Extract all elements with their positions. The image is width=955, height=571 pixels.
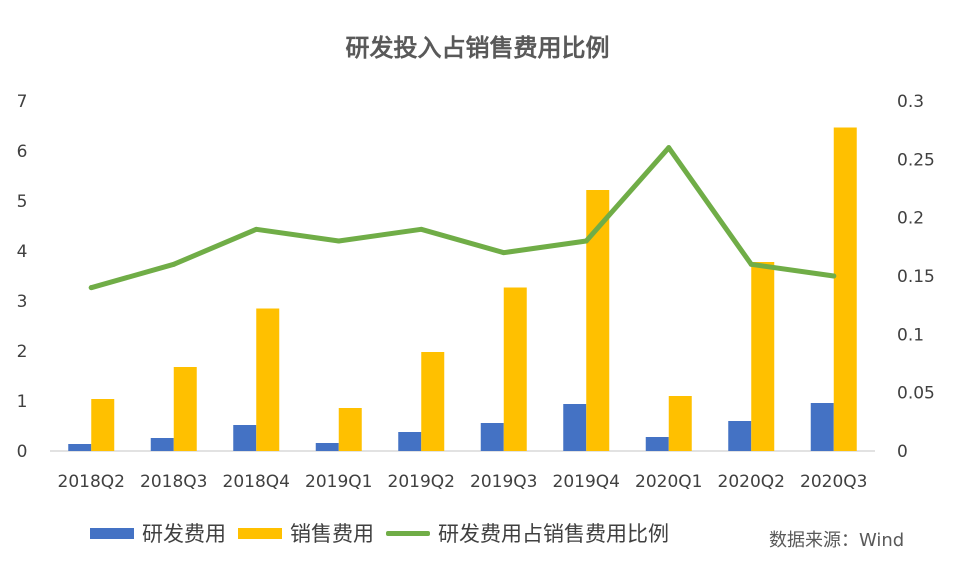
bar-rd [728,421,752,451]
ratio-point [171,261,177,267]
legend-label-sales: 销售费用 [290,522,374,546]
y-left-tick-label: 1 [17,392,28,412]
y-right-tick-label: 0.3 [897,92,924,112]
ratio-point [253,226,259,232]
bar-sales [833,127,857,451]
legend-label-ratio: 研发费用占销售费用比例 [438,522,669,546]
y-right-tick-label: 0.1 [897,325,924,345]
y-right-tick-label: 0.25 [897,150,935,170]
x-tick-label: 2019Q1 [305,472,372,492]
y-left-tick-label: 2 [17,342,28,362]
bar-rd [315,443,339,451]
bar-rd [480,423,504,451]
legend-swatch-sales [238,527,282,539]
y-right-tick-label: 0.2 [897,209,924,229]
bar-sales [668,396,692,451]
ratio-point [583,238,589,244]
bar-sales [338,408,362,451]
bar-rd [398,432,422,451]
y-right-tick-label: 0 [897,442,908,462]
source-note: 数据来源：Wind [769,530,905,551]
bar-sales [256,308,280,451]
y-left-tick-label: 5 [17,192,28,212]
bar-sales [421,352,445,451]
bar-rd [810,403,834,451]
y-left-tick-label: 0 [17,442,28,462]
ratio-point [831,273,837,279]
chart-title: 研发投入占销售费用比例 [345,34,610,62]
bar-sales [173,367,197,451]
legend-swatch-ratio [386,530,430,536]
x-tick-label: 2020Q1 [635,472,702,492]
x-tick-label: 2020Q2 [718,472,785,492]
legend-item-sales: 销售费用 [238,518,374,548]
legend-swatch-rd [90,527,134,539]
bar-sales [586,190,610,451]
ratio-point [418,226,424,232]
bar-rd [68,444,92,451]
y-left-tick-label: 3 [17,292,28,312]
ratio-point [748,261,754,267]
bar-sales [503,287,527,451]
x-tick-label: 2019Q2 [388,472,455,492]
bar-rd [563,404,587,451]
legend-item-ratio: 研发费用占销售费用比例 [386,518,669,548]
ratio-point [666,145,672,151]
x-tick-label: 2018Q3 [140,472,207,492]
y-left-tick-label: 7 [17,92,28,112]
bar-rd [233,425,257,451]
ratio-line [88,145,837,291]
ratio-point [501,250,507,256]
x-tick-label: 2020Q3 [800,472,867,492]
x-tick-label: 2018Q2 [58,472,125,492]
bar-sales [751,262,775,451]
legend: 研发费用 销售费用 研发费用占销售费用比例 [90,518,681,548]
legend-item-rd: 研发费用 [90,518,226,548]
ratio-point [336,238,342,244]
legend-label-rd: 研发费用 [142,522,226,546]
y-right-tick-label: 0.15 [897,267,935,287]
x-tick-label: 2018Q4 [223,472,290,492]
x-tick-label: 2019Q3 [470,472,537,492]
ratio-point [88,285,94,291]
y-right-tick-label: 0.05 [897,384,935,404]
bar-rd [150,438,174,451]
x-tick-label: 2019Q4 [553,472,620,492]
bar-sales [91,399,115,451]
bar-rd [645,437,669,451]
y-left-tick-label: 6 [17,142,28,162]
y-left-tick-label: 4 [17,242,28,262]
